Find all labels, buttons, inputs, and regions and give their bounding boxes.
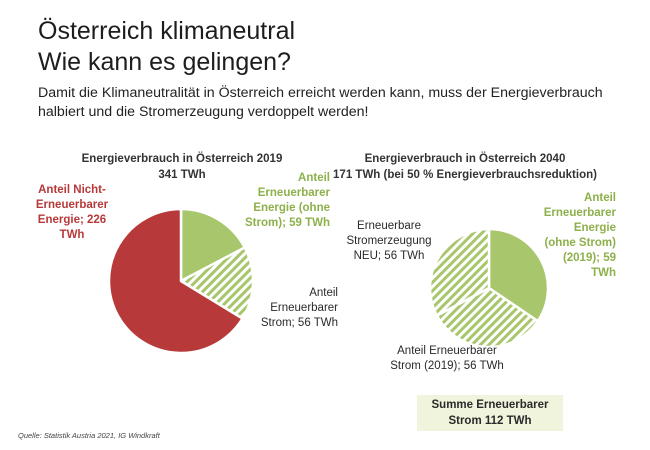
label-nicht-erneuerbar-2019: Anteil Nicht- Erneuerbarer Energie; 226 TWh	[35, 184, 109, 241]
pie2040-slice-2	[428, 227, 491, 318]
pie2040-slice-0	[487, 227, 550, 323]
label-erneuerbar-strom-2019: Anteil Erneuerbarer Strom; 56 TWh	[260, 287, 338, 329]
pie2019-slice-1	[178, 245, 255, 321]
summary-box: Summe Erneuerbarer Strom 112 TWh	[417, 395, 563, 431]
title-line-2: Wie kann es gelingen?	[38, 48, 291, 76]
chart2-title: Energieverbrauch in Österreich 2040	[364, 153, 566, 165]
chart2-subtitle: 171 TWh (bei 50 % Energieverbrauchsreduk…	[333, 169, 597, 181]
pie2019-slice-2	[107, 207, 245, 355]
label-erneuerbar-energie-2019: Anteil Erneuerbarer Energie (ohne Strom); 5…	[245, 172, 330, 229]
source-note: Quelle: Statistik Austria 2021, IG Windk…	[18, 431, 160, 440]
pie2019-slice-0	[179, 207, 247, 284]
title-line-1: Österreich klimaneutral	[38, 17, 296, 45]
label-erneuerbar-strom-2040: Anteil Erneuerbarer Strom (2019); 56 TWh	[390, 345, 504, 372]
label-erneuerbar-energie-2040: Anteil Erneuerbarer Energie (ohne Strom) (20…	[543, 192, 616, 279]
chart1-subtitle: 341 TWh	[158, 169, 206, 181]
label-stromerzeugung-neu-2040: Erneuerbare Stromerzeugung NEU; 56 TWh	[346, 220, 432, 262]
chart1-title: Energieverbrauch in Österreich 2019	[81, 153, 283, 165]
subtitle: Damit die Klimaneutralität in Österreich…	[38, 85, 603, 120]
